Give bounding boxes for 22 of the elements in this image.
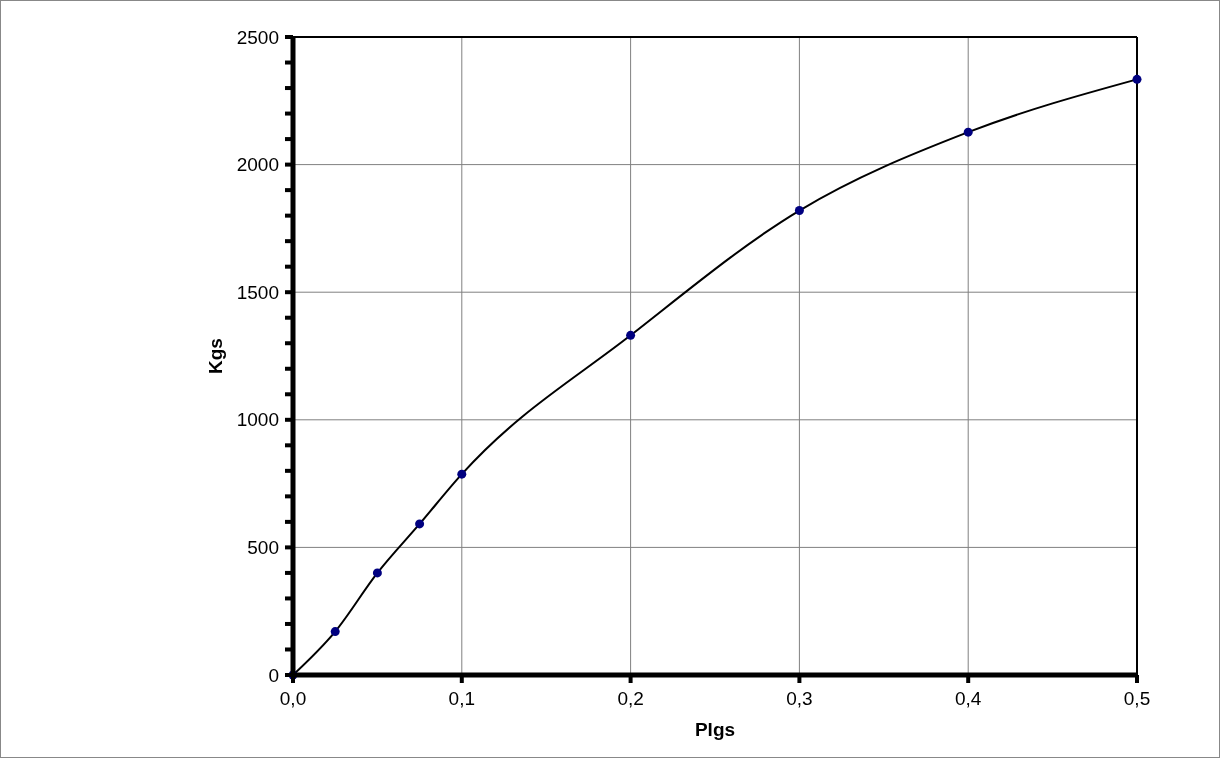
- point: [457, 469, 467, 479]
- y-tick-label: 2000: [236, 154, 279, 176]
- y-tick-label: 2500: [236, 26, 279, 48]
- x-tick-label: 0,1: [448, 688, 476, 709]
- point: [415, 519, 425, 529]
- point: [372, 568, 382, 578]
- point: [794, 206, 804, 216]
- x-tick-label: 0,0: [279, 688, 307, 709]
- y-axis-title: Kgs: [205, 338, 226, 374]
- y-tick-label: 1000: [236, 409, 279, 431]
- y-tick-label: 0: [268, 664, 279, 686]
- point: [626, 330, 636, 340]
- x-tick-label: 0,5: [1123, 688, 1151, 709]
- point: [1132, 74, 1142, 84]
- y-tick-label: 500: [247, 537, 279, 559]
- point: [963, 127, 973, 137]
- point: [330, 627, 340, 637]
- x-tick-label: 0,2: [617, 688, 644, 709]
- x-axis-title: Plgs: [694, 719, 736, 740]
- x-tick-label: 0,3: [786, 688, 813, 709]
- y-tick-label: 1500: [236, 281, 279, 303]
- x-tick-label: 0,4: [954, 688, 982, 709]
